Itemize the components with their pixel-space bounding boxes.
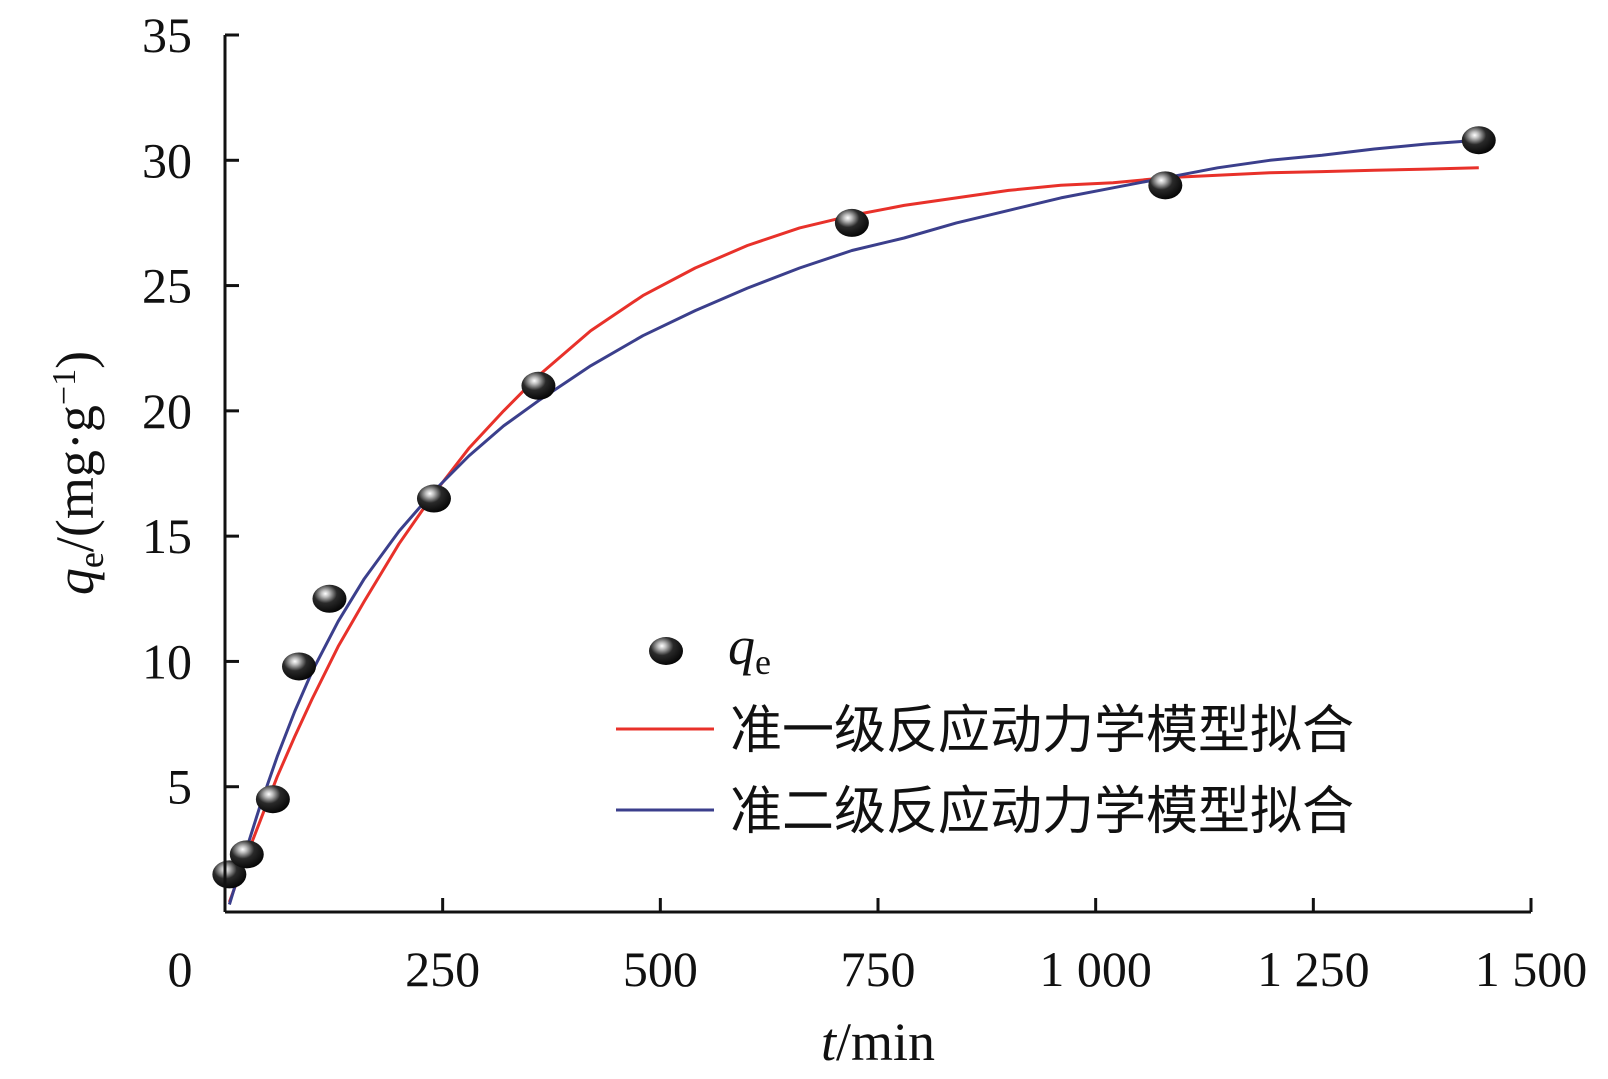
y-tick-label: 10 [142, 633, 192, 689]
x-ticks: 0 250 500 750 1 000 1 250 1 500 [168, 898, 1588, 997]
data-point [255, 785, 290, 814]
data-point [282, 652, 317, 681]
plot-area [212, 126, 1496, 905]
x-tick-label: 250 [405, 941, 480, 997]
x-tick-label: 1 000 [1039, 941, 1152, 997]
data-point [416, 484, 451, 513]
x-tick-label: 750 [841, 941, 916, 997]
y-axis-title: qe/(mg·g−1) [45, 351, 111, 595]
y-ticks: 5 10 15 20 25 30 35 [142, 7, 239, 815]
data-points [212, 126, 1496, 889]
data-point [521, 371, 556, 400]
x-tick-label: 500 [623, 941, 698, 997]
legend-item-pso: 准二级反应动力学模型拟合 [616, 782, 1354, 842]
legend-label-qe: qe [728, 616, 771, 682]
data-point [1148, 171, 1183, 200]
y-tick-label: 15 [142, 508, 192, 564]
y-tick-label: 20 [142, 383, 192, 439]
y-tick-label: 30 [142, 132, 192, 188]
data-point [212, 860, 247, 889]
legend-marker-qe [649, 637, 683, 665]
legend-label-pso: 准二级反应动力学模型拟合 [730, 782, 1354, 842]
line-pseudo-first-order [227, 166, 1479, 903]
y-tick-label: 35 [142, 7, 192, 63]
legend-label-pfo: 准一级反应动力学模型拟合 [730, 701, 1354, 761]
data-point [1461, 126, 1496, 155]
y-tick-label: 5 [167, 759, 192, 815]
x-axis-title: t/min [821, 1012, 935, 1072]
data-point [312, 584, 347, 613]
y-tick-label: 25 [142, 258, 192, 314]
axes: 0 250 500 750 1 000 1 250 1 500 5 10 15 20 25 30 35 [142, 7, 1587, 997]
x-tick-label: 1 250 [1257, 941, 1370, 997]
legend-item-qe: qe [649, 616, 771, 682]
data-point [834, 208, 869, 237]
legend-item-pfo: 准一级反应动力学模型拟合 [616, 701, 1354, 761]
legend: qe 准一级反应动力学模型拟合 准二级反应动力学模型拟合 [616, 616, 1354, 842]
x-tick-label: 0 [168, 941, 193, 997]
x-tick-label: 1 500 [1475, 941, 1588, 997]
data-point [229, 840, 264, 869]
